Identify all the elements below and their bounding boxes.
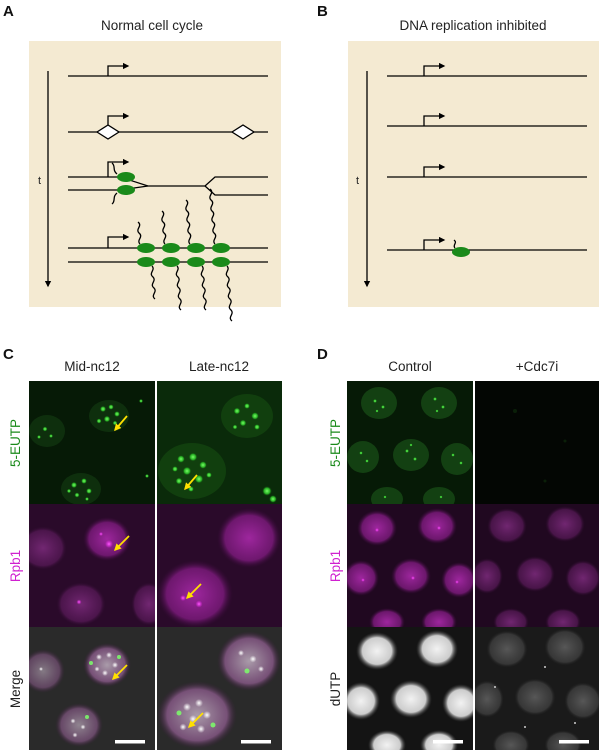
panel-a-time-label: t	[38, 175, 41, 187]
panel-c-col-2: Late-nc12	[189, 359, 249, 374]
panel-d-image-rpb1-cdc7i	[475, 504, 599, 628]
panel-c-image-rpb1-late	[157, 504, 282, 628]
panel-a-row-4	[68, 188, 268, 322]
panel-d-scale-bar-2	[559, 740, 589, 744]
panel-a-row-3	[68, 158, 268, 205]
panel-b-rows	[387, 62, 587, 257]
panel-d-image-eutp-cdc7i	[475, 381, 599, 505]
panel-d-image-dutp-control	[347, 627, 473, 750]
panel-a: A Normal cell cycle t	[3, 3, 281, 322]
panel-a-title: Normal cell cycle	[101, 18, 203, 33]
panel-d-col-1: Control	[388, 359, 432, 374]
panel-d-row-2: Rpb1	[328, 550, 343, 582]
panel-d-row-3: dUTP	[328, 672, 343, 707]
panel-d-image-eutp-control	[347, 381, 473, 505]
panel-c-image-merge-mid	[29, 627, 155, 750]
panel-b-label: B	[317, 3, 328, 20]
panel-a-label: A	[3, 3, 14, 20]
panel-c-scale-bar-2	[241, 740, 271, 744]
panel-b-title: DNA replication inhibited	[399, 18, 546, 33]
panel-c-image-eutp-late	[157, 381, 282, 505]
panel-a-background	[29, 41, 281, 307]
panel-c-row-3: Merge	[8, 670, 23, 708]
panel-d-scale-bar-1	[433, 740, 463, 744]
panel-c-col-1: Mid-nc12	[64, 359, 120, 374]
panel-b-time-label: t	[356, 175, 359, 187]
panel-d-row-1: 5-EUTP	[328, 419, 343, 467]
panel-d-image-rpb1-control	[347, 504, 473, 628]
panel-d: D Control +Cdc7i 5-EUTP Rpb1 dUTP	[317, 346, 599, 750]
panel-d-image-dutp-cdc7i	[475, 627, 599, 750]
panel-b: B DNA replication inhibited t	[317, 3, 599, 307]
panel-c-row-2: Rpb1	[8, 550, 23, 582]
panel-b-background	[348, 41, 599, 307]
panel-d-label: D	[317, 346, 328, 363]
panel-c: C Mid-nc12 Late-nc12 5-EUTP Rpb1 Merge	[3, 346, 282, 750]
panel-c-image-merge-late	[157, 627, 282, 750]
panel-a-row-1	[68, 62, 268, 77]
panel-c-image-eutp-mid	[29, 381, 155, 505]
panel-c-label: C	[3, 346, 14, 363]
panel-d-col-2: +Cdc7i	[516, 359, 558, 374]
panel-c-scale-bar-1	[115, 740, 145, 744]
panel-a-row-2	[68, 112, 268, 140]
panel-c-image-rpb1-mid	[29, 504, 155, 628]
panel-c-row-1: 5-EUTP	[8, 419, 23, 467]
